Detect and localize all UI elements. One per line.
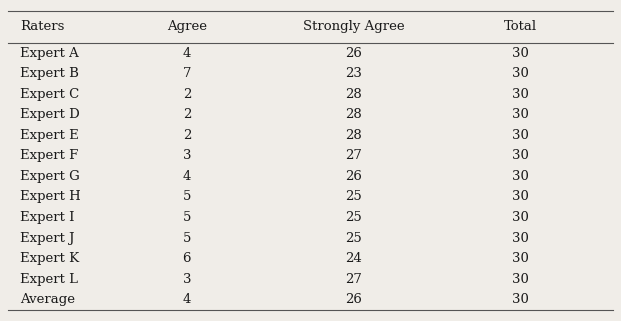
Text: 7: 7 bbox=[183, 67, 191, 80]
Text: Expert L: Expert L bbox=[20, 273, 78, 286]
Text: 30: 30 bbox=[512, 211, 529, 224]
Text: Expert G: Expert G bbox=[20, 170, 79, 183]
Text: 2: 2 bbox=[183, 129, 191, 142]
Text: Raters: Raters bbox=[20, 20, 65, 33]
Text: Expert D: Expert D bbox=[20, 108, 79, 121]
Text: 26: 26 bbox=[345, 47, 362, 59]
Text: Agree: Agree bbox=[167, 20, 207, 33]
Text: 30: 30 bbox=[512, 293, 529, 306]
Text: Expert B: Expert B bbox=[20, 67, 79, 80]
Text: Strongly Agree: Strongly Agree bbox=[303, 20, 405, 33]
Text: 23: 23 bbox=[345, 67, 362, 80]
Text: Total: Total bbox=[504, 20, 537, 33]
Text: 30: 30 bbox=[512, 47, 529, 59]
Text: 24: 24 bbox=[345, 252, 362, 265]
Text: Expert F: Expert F bbox=[20, 149, 78, 162]
Text: 26: 26 bbox=[345, 293, 362, 306]
Text: Expert I: Expert I bbox=[20, 211, 75, 224]
Text: Average: Average bbox=[20, 293, 75, 306]
Text: 28: 28 bbox=[345, 129, 362, 142]
Text: 25: 25 bbox=[345, 231, 362, 245]
Text: 25: 25 bbox=[345, 190, 362, 204]
Text: 6: 6 bbox=[183, 252, 191, 265]
Text: 30: 30 bbox=[512, 129, 529, 142]
Text: 4: 4 bbox=[183, 170, 191, 183]
Text: 2: 2 bbox=[183, 108, 191, 121]
Text: Expert A: Expert A bbox=[20, 47, 79, 59]
Text: Expert E: Expert E bbox=[20, 129, 79, 142]
Text: 5: 5 bbox=[183, 190, 191, 204]
Text: 5: 5 bbox=[183, 231, 191, 245]
Text: Expert H: Expert H bbox=[20, 190, 81, 204]
Text: 30: 30 bbox=[512, 88, 529, 101]
Text: 4: 4 bbox=[183, 47, 191, 59]
Text: 27: 27 bbox=[345, 273, 362, 286]
Text: 28: 28 bbox=[345, 108, 362, 121]
Text: 30: 30 bbox=[512, 231, 529, 245]
Text: 2: 2 bbox=[183, 88, 191, 101]
Text: 3: 3 bbox=[183, 149, 191, 162]
Text: Expert J: Expert J bbox=[20, 231, 75, 245]
Text: 5: 5 bbox=[183, 211, 191, 224]
Text: Expert K: Expert K bbox=[20, 252, 79, 265]
Text: 30: 30 bbox=[512, 190, 529, 204]
Text: 27: 27 bbox=[345, 149, 362, 162]
Text: 26: 26 bbox=[345, 170, 362, 183]
Text: 30: 30 bbox=[512, 252, 529, 265]
Text: 3: 3 bbox=[183, 273, 191, 286]
Text: 28: 28 bbox=[345, 88, 362, 101]
Text: 30: 30 bbox=[512, 67, 529, 80]
Text: 30: 30 bbox=[512, 170, 529, 183]
Text: 30: 30 bbox=[512, 108, 529, 121]
Text: Expert C: Expert C bbox=[20, 88, 79, 101]
Text: 30: 30 bbox=[512, 149, 529, 162]
Text: 30: 30 bbox=[512, 273, 529, 286]
Text: 25: 25 bbox=[345, 211, 362, 224]
Text: 4: 4 bbox=[183, 293, 191, 306]
